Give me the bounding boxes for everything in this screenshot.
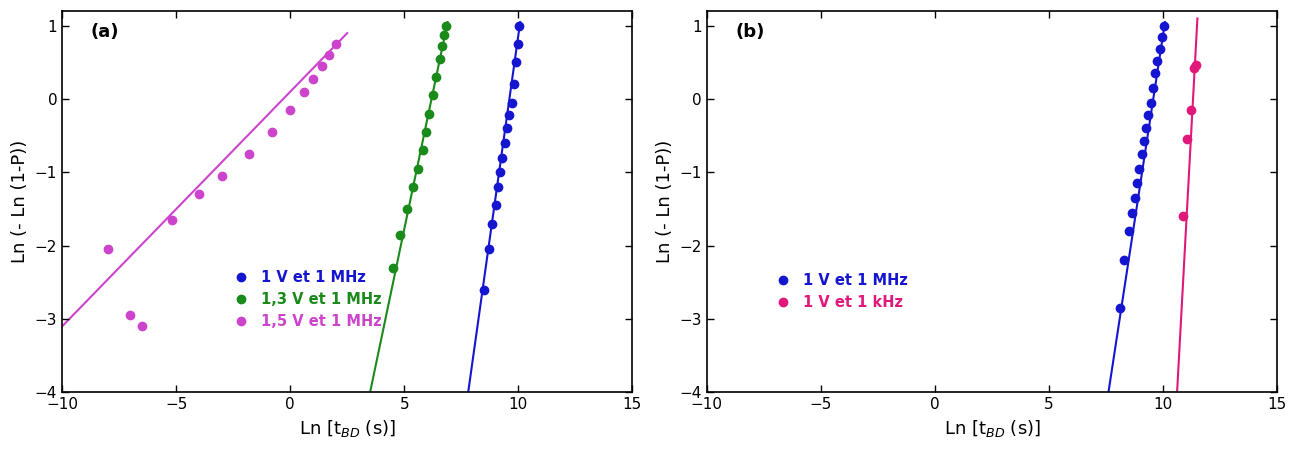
1 V et 1 kHz [1175,214,1190,219]
1 V et 1 MHz [492,170,508,175]
1 V et 1 MHz [1129,181,1145,186]
1 V et 1 MHz [1124,210,1140,216]
Y-axis label: Ln (- Ln (1-P)): Ln (- Ln (1-P)) [12,140,29,263]
Line: 1 V et 1 MHz: 1 V et 1 MHz [480,22,523,294]
1 V et 1 MHz [504,100,519,105]
Text: (b): (b) [736,22,765,40]
1 V et 1 MHz [1141,112,1157,118]
1 V et 1 kHz [1180,137,1195,142]
1 V et 1 MHz [506,82,522,87]
1,5 V et 1 MHz [314,63,330,69]
Line: 1,3 V et 1 MHz: 1,3 V et 1 MHz [388,22,450,272]
1 V et 1 kHz [1186,66,1202,71]
Text: (a): (a) [91,22,119,40]
1,5 V et 1 MHz [296,89,312,94]
1 V et 1 MHz [1147,71,1163,76]
1 V et 1 MHz [1145,86,1160,91]
1 V et 1 MHz [1116,258,1132,263]
Line: 1 V et 1 kHz: 1 V et 1 kHz [1179,60,1201,220]
1 V et 1 MHz [500,126,515,131]
1 V et 1 MHz [1138,126,1154,131]
1,5 V et 1 MHz [241,151,257,157]
1,5 V et 1 MHz [191,192,206,197]
1 V et 1 MHz [1133,151,1149,157]
1,3 V et 1 MHz [418,130,434,135]
1 V et 1 MHz [1121,229,1137,234]
1,5 V et 1 MHz [328,41,344,47]
1 V et 1 kHz [1189,62,1205,68]
1 V et 1 MHz [1127,195,1142,201]
1,5 V et 1 MHz [100,247,116,252]
1 V et 1 MHz [1112,306,1128,311]
1 V et 1 MHz [501,112,517,118]
1 V et 1 MHz [1151,46,1167,52]
1 V et 1 MHz [510,41,526,47]
1,3 V et 1 MHz [410,166,426,171]
1,5 V et 1 MHz [283,108,299,113]
1,3 V et 1 MHz [386,265,401,270]
Legend: 1 V et 1 MHz, 1,3 V et 1 MHz, 1,5 V et 1 MHz: 1 V et 1 MHz, 1,3 V et 1 MHz, 1,5 V et 1… [222,264,388,335]
1,3 V et 1 MHz [405,184,421,190]
1 V et 1 MHz [1142,100,1158,105]
Legend: 1 V et 1 MHz, 1 V et 1 kHz: 1 V et 1 MHz, 1 V et 1 kHz [765,267,914,316]
1 V et 1 MHz [491,184,506,190]
1 V et 1 MHz [1132,166,1147,171]
Y-axis label: Ln (- Ln (1-P)): Ln (- Ln (1-P)) [655,140,674,263]
1 V et 1 MHz [476,287,492,292]
1,5 V et 1 MHz [123,313,139,318]
1,5 V et 1 MHz [265,130,280,135]
1 V et 1 MHz [484,221,500,226]
1,3 V et 1 MHz [424,93,440,98]
1,5 V et 1 MHz [134,324,149,329]
1 V et 1 MHz [1150,58,1166,64]
1,5 V et 1 MHz [321,52,336,58]
1,5 V et 1 MHz [214,173,230,179]
1 V et 1 MHz [1136,138,1151,144]
1 V et 1 MHz [488,203,504,208]
1 V et 1 MHz [497,140,513,146]
Line: 1 V et 1 MHz: 1 V et 1 MHz [1116,22,1168,312]
1,3 V et 1 MHz [428,74,444,80]
1,5 V et 1 MHz [164,217,179,223]
1 V et 1 kHz [1182,108,1198,113]
1,3 V et 1 MHz [434,44,449,49]
1,3 V et 1 MHz [432,56,448,62]
1,3 V et 1 MHz [392,232,408,238]
Line: 1,5 V et 1 MHz: 1,5 V et 1 MHz [104,40,340,331]
X-axis label: Ln [t$_{BD}$ (s)]: Ln [t$_{BD}$ (s)] [299,418,396,439]
1 V et 1 MHz [1155,23,1171,28]
1,5 V et 1 MHz [305,76,321,81]
1 V et 1 MHz [1154,34,1169,40]
1,3 V et 1 MHz [415,148,431,153]
1 V et 1 MHz [480,247,496,252]
1 V et 1 MHz [509,60,524,65]
1 V et 1 MHz [495,155,510,161]
1,3 V et 1 MHz [436,32,452,38]
1 V et 1 MHz [511,23,527,28]
1,3 V et 1 MHz [422,111,437,117]
1,3 V et 1 MHz [398,207,414,212]
X-axis label: Ln [t$_{BD}$ (s)]: Ln [t$_{BD}$ (s)] [944,418,1041,439]
1,3 V et 1 MHz [439,23,454,28]
